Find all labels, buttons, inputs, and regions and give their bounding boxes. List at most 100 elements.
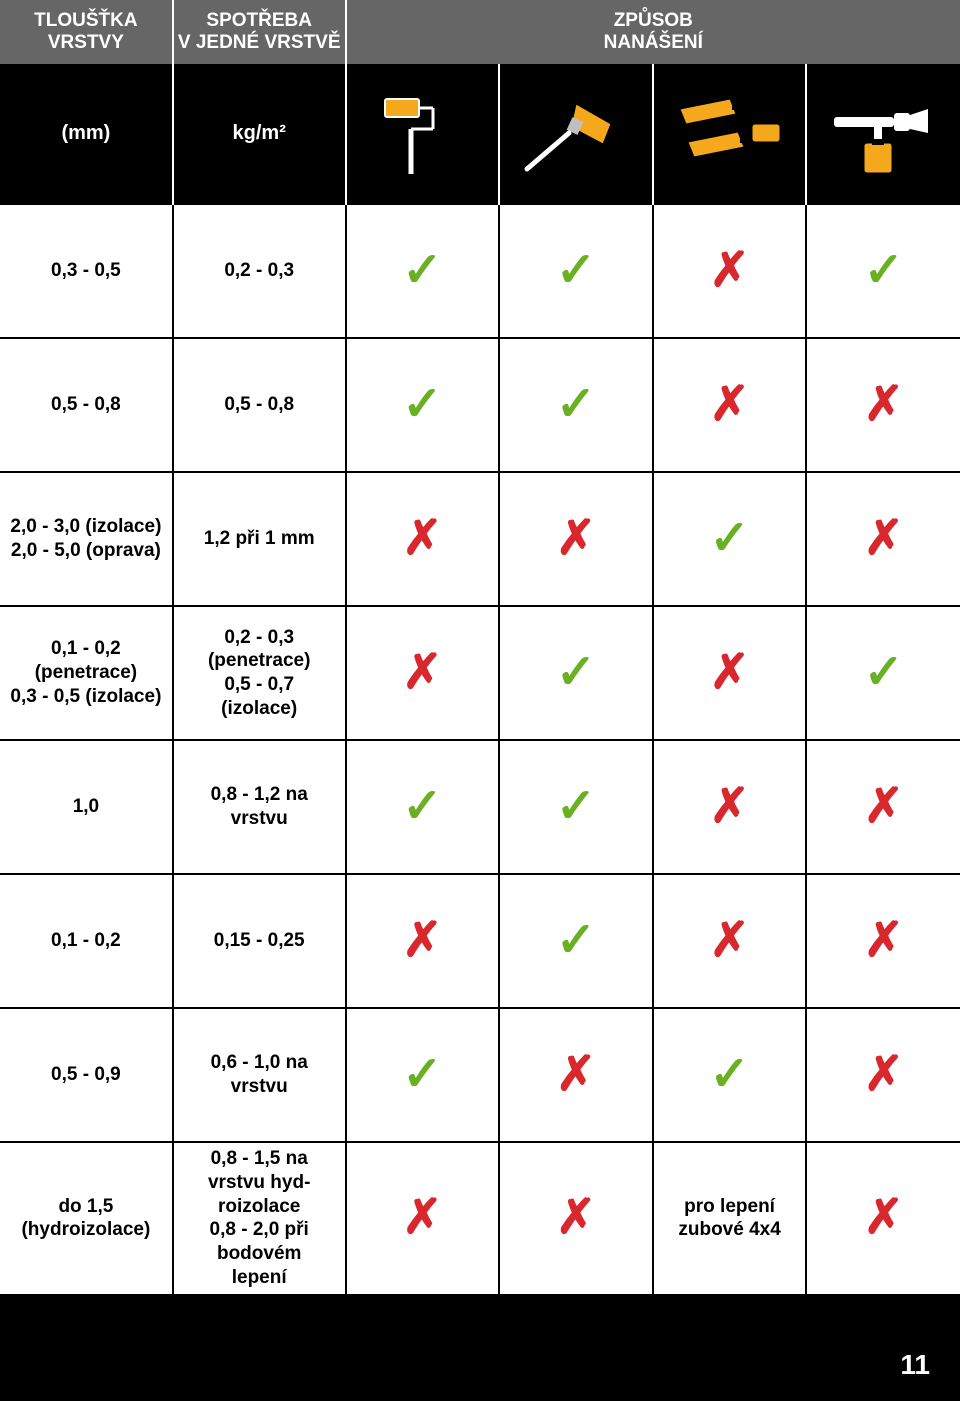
cell-method: ✓	[653, 472, 807, 606]
page-number: 11	[900, 1349, 930, 1381]
units-thickness: (mm)	[0, 64, 173, 204]
cell-consumption: 0,8 - 1,5 navrstvu hyd-roizolace0,8 - 2,…	[173, 1142, 346, 1294]
check-icon: ✓	[709, 1048, 749, 1101]
check-icon: ✓	[556, 378, 596, 431]
cell-consumption: 1,2 při 1 mm	[173, 472, 346, 606]
table-row: 0,5 - 0,80,5 - 0,8 ✓ ✓ ✗ ✗	[0, 338, 960, 472]
cell-method: ✗	[346, 606, 500, 740]
units-consumption: kg/m²	[173, 64, 346, 204]
cross-icon: ✗	[864, 780, 904, 833]
cell-consumption: 0,2 - 0,3	[173, 204, 346, 338]
cell-method: ✓	[346, 338, 500, 472]
cell-method: ✗	[806, 740, 960, 874]
table-row: 2,0 - 3,0 (izolace)2,0 - 5,0 (oprava)1,2…	[0, 472, 960, 606]
cell-method: ✗	[653, 338, 807, 472]
cell-method: ✓	[346, 740, 500, 874]
cell-method: ✗	[499, 1142, 653, 1294]
cell-method: ✓	[806, 204, 960, 338]
table-row: 1,00,8 - 1,2 navrstvu ✓ ✓ ✗ ✗	[0, 740, 960, 874]
table-footer-gap	[0, 1294, 960, 1374]
cell-consumption: 0,2 - 0,3(penetrace)0,5 - 0,7(izolace)	[173, 606, 346, 740]
cross-icon: ✗	[864, 914, 904, 967]
cell-thickness: 0,5 - 0,8	[0, 338, 173, 472]
table-row: 0,1 - 0,2(penetrace)0,3 - 0,5 (izolace)0…	[0, 606, 960, 740]
cross-icon: ✗	[556, 1191, 596, 1244]
cell-method: ✓	[346, 204, 500, 338]
cell-method: ✓	[499, 606, 653, 740]
roller-icon	[346, 64, 500, 204]
cell-method: ✗	[806, 338, 960, 472]
cell-method: ✗	[806, 1142, 960, 1294]
table-subheader-row: (mm) kg/m²	[0, 64, 960, 204]
cell-consumption: 0,6 - 1,0 navrstvu	[173, 1008, 346, 1142]
cell-method: ✗	[346, 472, 500, 606]
cell-method: ✗	[806, 472, 960, 606]
cross-icon: ✗	[709, 378, 749, 431]
table-body: 0,3 - 0,50,2 - 0,3✓✓✗✓0,5 - 0,80,5 - 0,8…	[0, 204, 960, 1374]
cell-method: pro lepenízubové 4x4	[653, 1142, 807, 1294]
cross-icon: ✗	[709, 780, 749, 833]
cell-consumption: 0,5 - 0,8	[173, 338, 346, 472]
check-icon: ✓	[556, 914, 596, 967]
cell-method: ✗	[653, 874, 807, 1008]
check-icon: ✓	[556, 646, 596, 699]
cell-method: ✗	[653, 204, 807, 338]
header-consumption: SPOTŘEBAV JEDNÉ VRSTVĚ	[173, 0, 346, 64]
check-icon: ✓	[556, 780, 596, 833]
cell-method: ✗	[346, 1142, 500, 1294]
brush-icon	[499, 64, 653, 204]
check-icon: ✓	[402, 1048, 442, 1101]
cross-icon: ✗	[709, 914, 749, 967]
cell-thickness: 2,0 - 3,0 (izolace)2,0 - 5,0 (oprava)	[0, 472, 173, 606]
cell-consumption: 0,8 - 1,2 navrstvu	[173, 740, 346, 874]
cell-method-text: pro lepenízubové 4x4	[678, 1196, 780, 1241]
cell-method: ✗	[806, 874, 960, 1008]
table-row: 0,3 - 0,50,2 - 0,3 ✓ ✓ ✗ ✓	[0, 204, 960, 338]
cross-icon: ✗	[402, 646, 442, 699]
header-thickness: TLOUŠŤKAVRSTVY	[0, 0, 173, 64]
cross-icon: ✗	[556, 1048, 596, 1101]
cell-consumption: 0,15 - 0,25	[173, 874, 346, 1008]
cell-method: ✗	[499, 472, 653, 606]
header-method: ZPŮSOBNANÁŠENÍ	[346, 0, 960, 64]
cell-method: ✓	[499, 338, 653, 472]
cross-icon: ✗	[402, 914, 442, 967]
table-row: do 1,5(hydroizolace)0,8 - 1,5 navrstvu h…	[0, 1142, 960, 1294]
cross-icon: ✗	[864, 1048, 904, 1101]
cell-method: ✗	[346, 874, 500, 1008]
cell-thickness: 1,0	[0, 740, 173, 874]
cross-icon: ✗	[402, 1191, 442, 1244]
cell-method: ✓	[499, 204, 653, 338]
check-icon: ✓	[402, 780, 442, 833]
cross-icon: ✗	[709, 646, 749, 699]
cell-method: ✗	[499, 1008, 653, 1142]
check-icon: ✓	[402, 244, 442, 297]
cell-thickness: 0,1 - 0,2(penetrace)0,3 - 0,5 (izolace)	[0, 606, 173, 740]
check-icon: ✓	[556, 244, 596, 297]
check-icon: ✓	[402, 378, 442, 431]
cross-icon: ✗	[556, 512, 596, 565]
cell-method: ✓	[499, 874, 653, 1008]
cell-method: ✓	[806, 606, 960, 740]
cell-thickness: 0,5 - 0,9	[0, 1008, 173, 1142]
cross-icon: ✗	[864, 1191, 904, 1244]
cell-method: ✓	[346, 1008, 500, 1142]
cell-thickness: 0,1 - 0,2	[0, 874, 173, 1008]
cross-icon: ✗	[864, 378, 904, 431]
check-icon: ✓	[864, 244, 904, 297]
cell-thickness: do 1,5(hydroizolace)	[0, 1142, 173, 1294]
spraygun-icon	[806, 64, 960, 204]
check-icon: ✓	[709, 512, 749, 565]
cell-method: ✗	[806, 1008, 960, 1142]
table-row: 0,1 - 0,20,15 - 0,25 ✗ ✓ ✗ ✗	[0, 874, 960, 1008]
cross-icon: ✗	[402, 512, 442, 565]
cell-method: ✓	[499, 740, 653, 874]
cell-method: ✓	[653, 1008, 807, 1142]
cell-thickness: 0,3 - 0,5	[0, 204, 173, 338]
cross-icon: ✗	[709, 244, 749, 297]
cross-icon: ✗	[864, 512, 904, 565]
check-icon: ✓	[864, 646, 904, 699]
cell-method: ✗	[653, 740, 807, 874]
table-header-row: TLOUŠŤKAVRSTVY SPOTŘEBAV JEDNÉ VRSTVĚ ZP…	[0, 0, 960, 64]
application-method-table: TLOUŠŤKAVRSTVY SPOTŘEBAV JEDNÉ VRSTVĚ ZP…	[0, 0, 960, 1374]
